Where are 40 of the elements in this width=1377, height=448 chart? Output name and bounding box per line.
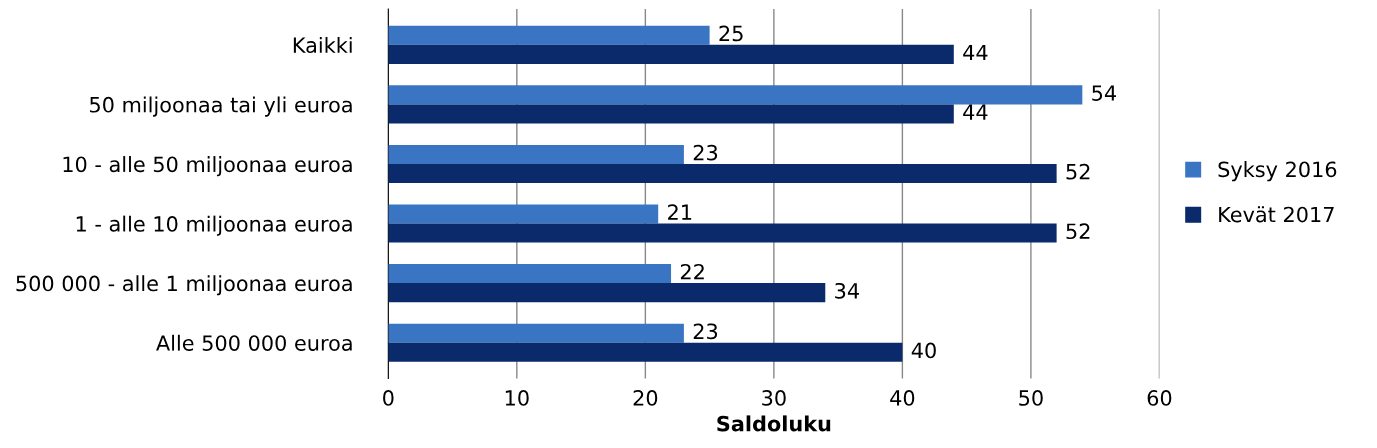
x-tick-label: 20	[633, 390, 658, 406]
bar	[388, 323, 684, 343]
y-tick-label: 1 - alle 10 miljoonaa euroa	[76, 215, 352, 236]
bar	[388, 85, 1083, 105]
data-label: 23	[693, 144, 718, 161]
data-label: 21	[668, 204, 692, 220]
x-tick-label: 0	[383, 390, 394, 406]
data-label: 25	[719, 25, 743, 42]
x-tick-label: 30	[762, 390, 786, 406]
bar	[388, 163, 1057, 184]
data-label: 23	[693, 323, 718, 340]
data-label: 52	[1066, 163, 1090, 180]
bar	[388, 144, 684, 164]
y-tick-label: 10 - alle 50 miljoonaa euroa	[63, 156, 352, 177]
x-tick-label: 10	[505, 390, 529, 406]
legend-label: Kevät 2017	[1219, 206, 1334, 223]
bar	[388, 342, 903, 362]
bar	[388, 223, 1057, 243]
bar	[388, 204, 659, 224]
data-label: 52	[1066, 223, 1090, 240]
legend-label: Syksy 2016	[1218, 161, 1337, 182]
y-tick-label: 500 000 - alle 1 miljoonaa euroa	[16, 275, 352, 296]
x-tick-label: 50	[1019, 390, 1043, 406]
data-label: 22	[680, 263, 704, 280]
bar	[388, 25, 710, 45]
bar	[388, 264, 672, 284]
x-tick-label: 40	[890, 390, 915, 406]
bar	[388, 44, 954, 64]
bar	[388, 283, 826, 303]
data-label: 44	[963, 104, 988, 120]
data-label: 54	[1092, 85, 1116, 101]
y-tick-label: Kaikki	[293, 36, 352, 54]
data-label: 40	[911, 342, 936, 359]
x-tick-label: 60	[1147, 390, 1172, 406]
y-tick-label: Alle 500 000 euroa	[156, 334, 352, 351]
bar	[388, 104, 954, 124]
y-tick-label: 50 miljoonaa tai yli euroa	[90, 96, 352, 117]
x-axis-title: Saldoluku	[717, 415, 831, 432]
data-label: 34	[835, 282, 859, 299]
data-label: 44	[963, 44, 988, 61]
